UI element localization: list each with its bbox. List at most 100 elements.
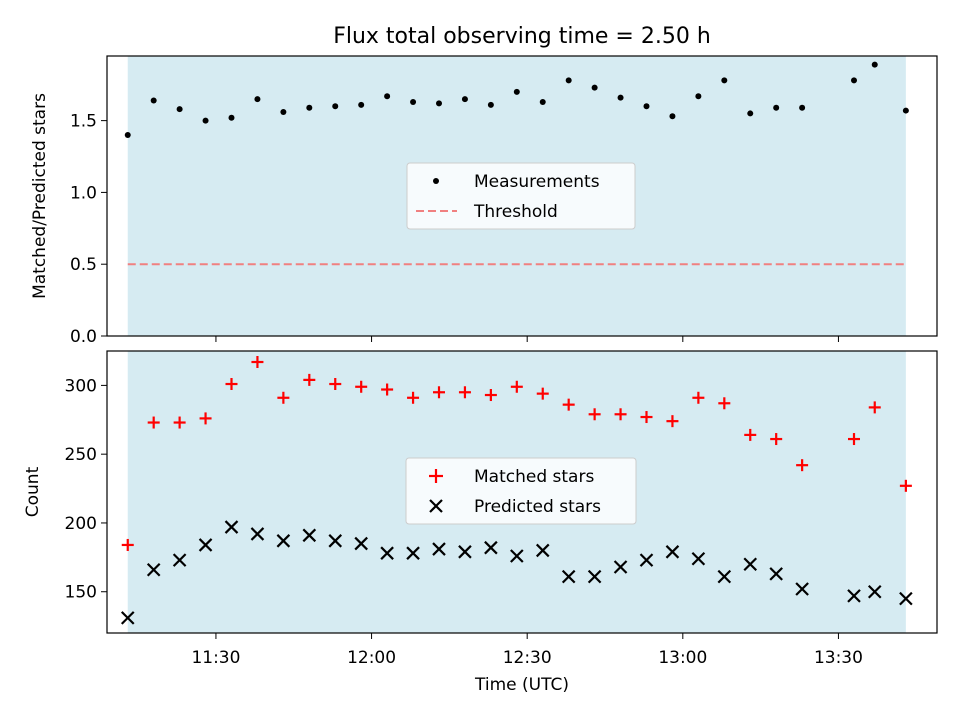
- measurement-point: [410, 98, 417, 105]
- measurement-point: [436, 100, 442, 107]
- predicted-star-point-b: [743, 557, 758, 571]
- matched-star-point: [199, 412, 212, 425]
- predicted-star-point: [717, 569, 732, 584]
- predicted-star-point-b: [847, 589, 861, 603]
- measurement-point: [747, 110, 754, 117]
- predicted-star-point-b: [510, 549, 524, 563]
- bottom-y-tick-label: 200: [65, 514, 97, 534]
- matched-star-point: [147, 416, 160, 429]
- predicted-star-point: [613, 560, 628, 574]
- top-legend: Measurements Threshold: [406, 162, 636, 230]
- measurement-point: [617, 94, 624, 101]
- predicted-star-point: [458, 545, 472, 559]
- predicted-star-point: [867, 584, 882, 599]
- measurement-point: [871, 61, 878, 68]
- predicted-star-point-b: [250, 527, 265, 541]
- predicted-star-point: [639, 553, 654, 567]
- predicted-star-point-b: [867, 584, 882, 599]
- matched-star-point: [458, 386, 471, 399]
- matched-star-point: [407, 391, 420, 404]
- predicted-star-point: [120, 611, 135, 625]
- predicted-star-point-b: [120, 611, 135, 625]
- measurement-point: [851, 77, 857, 84]
- matched-star-point: [848, 433, 860, 446]
- measurement-point: [202, 117, 209, 124]
- predicted-star-point-b: [172, 553, 187, 567]
- predicted-star-point-b: [561, 569, 576, 584]
- matched-star-point: [121, 538, 134, 551]
- matched-star-point: [796, 459, 809, 472]
- measurement-point: [669, 113, 676, 120]
- measurement-point: [461, 96, 468, 103]
- top-panel: 0.0 0.5 1.0 1.5 Matched/Predicted stars Mea…: [30, 55, 938, 347]
- measurement-point: [721, 77, 728, 84]
- measurement-point: [280, 109, 287, 115]
- legend-matched-marker: [429, 469, 443, 483]
- predicted-star-point: [769, 567, 783, 581]
- predicted-star-point-b: [899, 591, 913, 606]
- matched-star-point: [251, 356, 264, 369]
- bottom-y-tick-label: 150: [65, 583, 97, 603]
- bottom-panel: 150 200 250 300 11:30 12:00 12:30 13:00 13:30 Co…: [23, 350, 938, 695]
- predicted-star-point: [406, 546, 420, 560]
- matched-star-point: [433, 386, 445, 399]
- predicted-star-point-b: [146, 562, 161, 577]
- predicted-star-point-b: [198, 538, 213, 552]
- top-y-tick-label: 1.0: [70, 183, 97, 203]
- matched-star-point: [303, 373, 316, 386]
- predicted-star-point: [250, 527, 265, 541]
- predicted-star-point: [328, 534, 343, 548]
- measurement-point: [513, 88, 520, 95]
- predicted-star-point-b: [458, 545, 472, 559]
- bottom-legend-box: [405, 457, 637, 525]
- measurement-point: [799, 104, 806, 111]
- predicted-star-point-b: [691, 551, 706, 566]
- matched-star-point: [770, 433, 783, 446]
- predicted-star-point: [146, 562, 161, 577]
- measurement-point: [176, 106, 183, 113]
- top-axis-ticks: 0.0 0.5 1.0 1.5: [70, 112, 839, 347]
- bottom-x-tick-label: 13:30: [814, 648, 863, 668]
- predicted-star-point-b: [769, 567, 783, 581]
- predicted-star-point: [224, 520, 239, 534]
- predicted-star-point: [172, 553, 187, 567]
- measurement-point: [902, 107, 909, 114]
- measurement-point: [228, 114, 235, 121]
- matched-star-point: [562, 398, 575, 411]
- predicted-star-point: [510, 549, 524, 563]
- measurement-point: [254, 96, 261, 103]
- bottom-legend: Matched stars Predicted stars: [405, 457, 637, 525]
- top-y-tick-label: 0.5: [70, 255, 97, 275]
- measurement-point: [332, 103, 339, 110]
- predicted-star-point-b: [587, 569, 602, 584]
- legend-measurements-label: Measurements: [474, 172, 600, 192]
- predicted-star-point-b: [302, 528, 317, 543]
- bottom-y-axis-label: Count: [23, 466, 43, 517]
- matched-star-point: [718, 397, 731, 410]
- matched-star-point: [868, 401, 881, 414]
- matched-star-point: [277, 391, 290, 404]
- measurement-point: [591, 84, 598, 91]
- x-axis-label: Time (UTC): [474, 675, 569, 695]
- measurement-point: [565, 77, 572, 84]
- predicted-star-point-b: [639, 553, 654, 567]
- bottom-y-tick-label: 300: [65, 376, 97, 396]
- measurement-point: [306, 104, 313, 111]
- measurement-point: [487, 101, 494, 108]
- figure-title: Flux total observing time = 2.50 h: [333, 24, 711, 49]
- measurement-point: [124, 131, 131, 138]
- predicted-star-point: [484, 540, 498, 555]
- matched-star-point: [225, 378, 238, 391]
- matched-star-point: [692, 391, 705, 404]
- predicted-star-point-b: [795, 582, 809, 596]
- legend-threshold-label: Threshold: [473, 202, 558, 222]
- predicted-star-point: [665, 545, 680, 559]
- predicted-star-point: [198, 538, 213, 552]
- top-y-tick-label: 1.5: [70, 112, 97, 132]
- measurement-point: [695, 93, 702, 100]
- predicted-star-point: [561, 569, 576, 584]
- predicted-star-point-b: [354, 536, 368, 551]
- predicted-star-point: [302, 528, 317, 543]
- matched-star-point: [484, 389, 497, 402]
